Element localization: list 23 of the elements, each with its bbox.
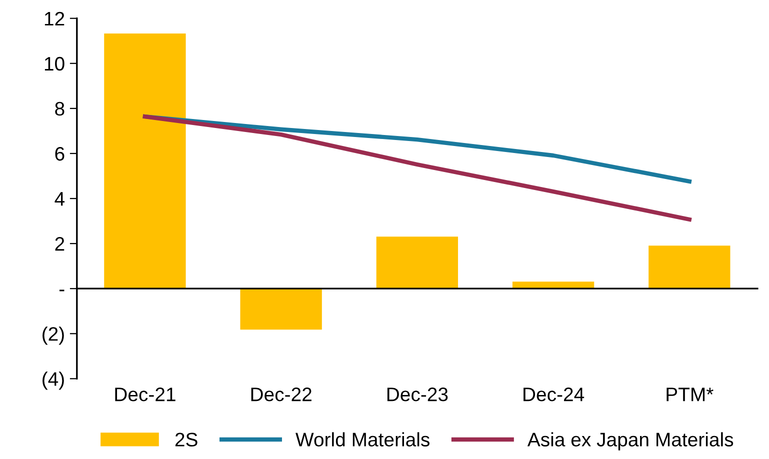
x-tick-label: Dec-22 — [251, 388, 312, 402]
bar — [104, 33, 186, 289]
x-tick-label: Dec-24 — [524, 388, 584, 402]
y-tick-label: 12 — [44, 12, 64, 26]
x-tick-label: Dec-23 — [387, 388, 448, 402]
y-tick-label: 10 — [44, 56, 64, 71]
bar — [648, 246, 730, 289]
y-tick-label: 2 — [55, 237, 64, 251]
y-tick-label: (2) — [42, 326, 64, 345]
bar — [376, 236, 458, 289]
x-tick-label: Dec-21 — [115, 388, 176, 402]
y-tick-label: - — [59, 290, 64, 292]
y-tick-label: 4 — [54, 192, 65, 206]
bar — [512, 282, 594, 289]
x-tick-label: PTM* — [666, 388, 714, 402]
y-tick-label: (4) — [42, 372, 64, 390]
legend-label: Asia ex Japan Materials — [527, 432, 734, 450]
bar — [240, 288, 322, 330]
legend-label: 2S — [175, 432, 198, 446]
legend-label: World Materials — [296, 432, 430, 446]
y-tick-label: 6 — [55, 146, 64, 161]
y-tick-label: 8 — [55, 102, 64, 116]
line-series — [142, 114, 692, 222]
